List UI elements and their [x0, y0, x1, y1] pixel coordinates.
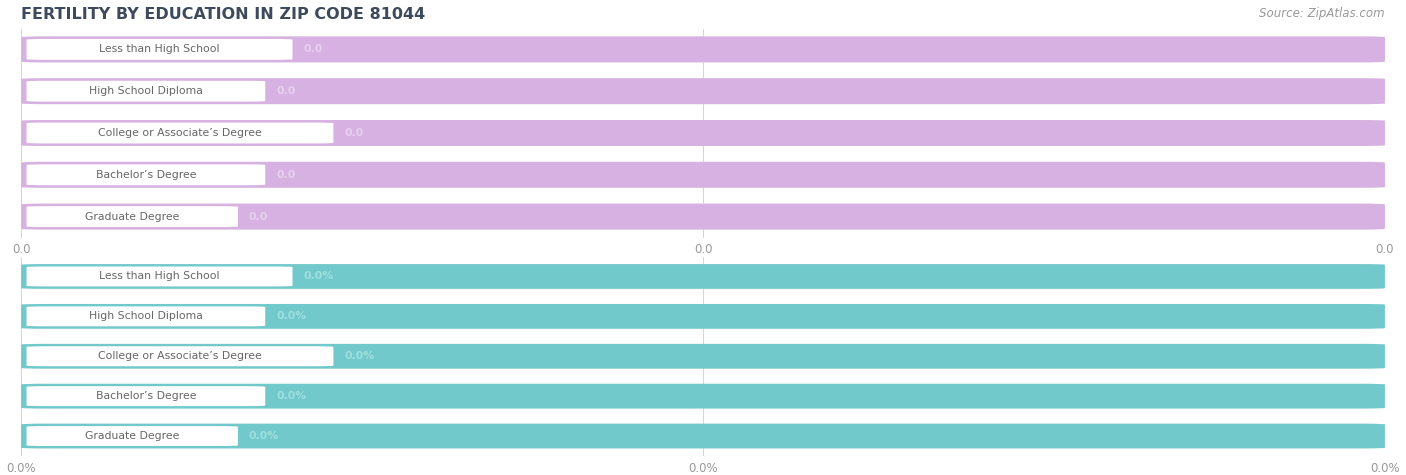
Text: College or Associate’s Degree: College or Associate’s Degree: [98, 351, 262, 361]
FancyBboxPatch shape: [21, 344, 1385, 369]
FancyBboxPatch shape: [21, 264, 1385, 289]
FancyBboxPatch shape: [21, 304, 1385, 329]
FancyBboxPatch shape: [21, 204, 1385, 229]
Text: FERTILITY BY EDUCATION IN ZIP CODE 81044: FERTILITY BY EDUCATION IN ZIP CODE 81044: [21, 7, 426, 22]
Text: College or Associate’s Degree: College or Associate’s Degree: [98, 128, 262, 138]
FancyBboxPatch shape: [21, 120, 1385, 146]
Text: High School Diploma: High School Diploma: [89, 311, 202, 322]
FancyBboxPatch shape: [21, 384, 1385, 408]
FancyBboxPatch shape: [21, 37, 1385, 62]
Text: 0.0: 0.0: [249, 211, 269, 222]
FancyBboxPatch shape: [21, 78, 1385, 104]
FancyBboxPatch shape: [21, 424, 1385, 448]
FancyBboxPatch shape: [27, 346, 333, 366]
FancyBboxPatch shape: [21, 344, 1385, 369]
Text: 0.0%: 0.0%: [344, 351, 374, 361]
Text: Source: ZipAtlas.com: Source: ZipAtlas.com: [1260, 7, 1385, 20]
FancyBboxPatch shape: [27, 426, 238, 446]
Text: Bachelor’s Degree: Bachelor’s Degree: [96, 170, 195, 180]
Text: 0.0: 0.0: [344, 128, 364, 138]
Text: Less than High School: Less than High School: [100, 271, 219, 282]
Text: Graduate Degree: Graduate Degree: [84, 431, 180, 441]
Text: High School Diploma: High School Diploma: [89, 86, 202, 96]
Text: 0.0: 0.0: [276, 170, 295, 180]
Text: 0.0: 0.0: [276, 86, 295, 96]
Text: 0.0%: 0.0%: [276, 311, 307, 322]
Text: 0.0%: 0.0%: [276, 391, 307, 401]
FancyBboxPatch shape: [21, 304, 1385, 329]
FancyBboxPatch shape: [21, 162, 1385, 188]
FancyBboxPatch shape: [27, 164, 266, 185]
Text: Less than High School: Less than High School: [100, 44, 219, 55]
FancyBboxPatch shape: [21, 384, 1385, 408]
FancyBboxPatch shape: [27, 206, 238, 227]
Text: 0.0%: 0.0%: [304, 271, 333, 282]
FancyBboxPatch shape: [21, 424, 1385, 448]
FancyBboxPatch shape: [27, 306, 266, 326]
FancyBboxPatch shape: [21, 162, 1385, 188]
FancyBboxPatch shape: [27, 386, 266, 406]
Text: 0.0%: 0.0%: [249, 431, 280, 441]
FancyBboxPatch shape: [27, 266, 292, 286]
FancyBboxPatch shape: [21, 264, 1385, 289]
FancyBboxPatch shape: [21, 37, 1385, 62]
Text: Bachelor’s Degree: Bachelor’s Degree: [96, 391, 195, 401]
Text: Graduate Degree: Graduate Degree: [84, 211, 180, 222]
FancyBboxPatch shape: [21, 204, 1385, 229]
FancyBboxPatch shape: [21, 78, 1385, 104]
FancyBboxPatch shape: [27, 39, 292, 60]
FancyBboxPatch shape: [27, 81, 266, 102]
FancyBboxPatch shape: [27, 123, 333, 143]
FancyBboxPatch shape: [21, 120, 1385, 146]
Text: 0.0: 0.0: [304, 44, 322, 55]
